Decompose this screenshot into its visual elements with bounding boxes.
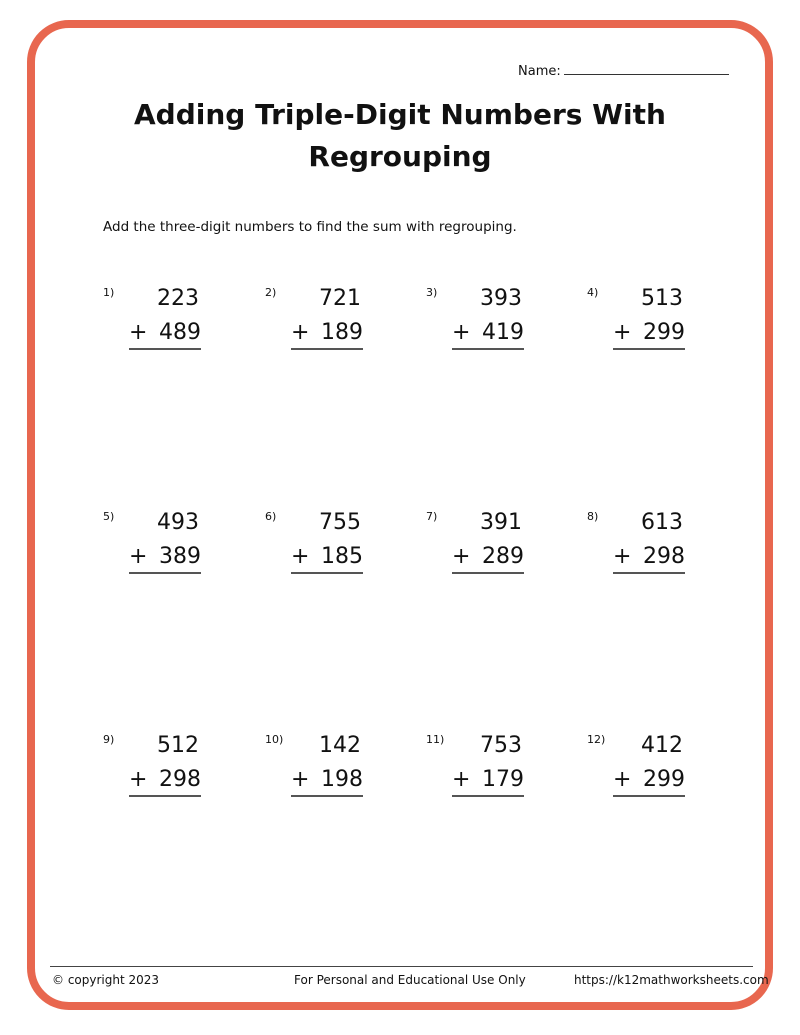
addend-bottom-row: +298 (613, 544, 685, 574)
problem-number: 7) (426, 510, 438, 523)
plus-sign: + (129, 767, 148, 792)
problem-number: 9) (103, 733, 115, 746)
addend-bottom: 298 (643, 544, 685, 569)
addend-bottom: 198 (321, 767, 363, 792)
problem-number: 3) (426, 286, 438, 299)
plus-sign: + (129, 544, 148, 569)
addend-bottom-row: +299 (613, 320, 685, 350)
addend-bottom-row: +299 (613, 767, 685, 797)
problem-number: 8) (587, 510, 599, 523)
addend-top: 513 (641, 286, 683, 311)
problem: 3) 393 +419 (426, 286, 546, 366)
addend-bottom: 489 (159, 320, 201, 345)
addend-top: 721 (319, 286, 361, 311)
problem-number: 2) (265, 286, 277, 299)
addend-bottom: 289 (482, 544, 524, 569)
addend-top: 142 (319, 733, 361, 758)
problem: 1) 223 +489 (103, 286, 223, 366)
plus-sign: + (452, 320, 471, 345)
addend-bottom-row: +489 (129, 320, 201, 350)
addend-bottom: 179 (482, 767, 524, 792)
addend-bottom-row: +198 (291, 767, 363, 797)
page-border (27, 20, 773, 1010)
page-title: Adding Triple-Digit Numbers With Regroup… (134, 98, 666, 173)
addend-bottom: 298 (159, 767, 201, 792)
plus-sign: + (291, 767, 310, 792)
addend-bottom: 189 (321, 320, 363, 345)
problem-number: 4) (587, 286, 599, 299)
addend-bottom-row: +298 (129, 767, 201, 797)
problem-number: 12) (587, 733, 606, 746)
problem-number: 5) (103, 510, 115, 523)
addend-top: 613 (641, 510, 683, 535)
problem-number: 10) (265, 733, 284, 746)
problem-number: 11) (426, 733, 445, 746)
problem: 10) 142 +198 (265, 733, 385, 813)
addend-bottom-row: +419 (452, 320, 524, 350)
problem-number: 6) (265, 510, 277, 523)
problem: 8) 613 +298 (587, 510, 707, 590)
usage-notice: For Personal and Educational Use Only (294, 973, 526, 987)
addend-top: 493 (157, 510, 199, 535)
name-line[interactable] (563, 62, 729, 75)
addend-top: 391 (480, 510, 522, 535)
plus-sign: + (613, 767, 632, 792)
addend-bottom: 389 (159, 544, 201, 569)
plus-sign: + (291, 320, 310, 345)
plus-sign: + (452, 544, 471, 569)
addend-top: 755 (319, 510, 361, 535)
addend-top: 512 (157, 733, 199, 758)
addend-top: 223 (157, 286, 199, 311)
plus-sign: + (613, 544, 632, 569)
website-url: https://k12mathworksheets.com (574, 973, 769, 987)
problem: 5) 493 +389 (103, 510, 223, 590)
problem: 7) 391 +289 (426, 510, 546, 590)
plus-sign: + (129, 320, 148, 345)
plus-sign: + (452, 767, 471, 792)
addend-top: 412 (641, 733, 683, 758)
addend-bottom-row: +185 (291, 544, 363, 574)
addend-bottom-row: +289 (452, 544, 524, 574)
addend-bottom: 419 (482, 320, 524, 345)
problem: 11) 753 +179 (426, 733, 546, 813)
problem: 9) 512 +298 (103, 733, 223, 813)
addend-bottom-row: +389 (129, 544, 201, 574)
name-label: Name: (518, 64, 561, 79)
copyright: © copyright 2023 (52, 973, 160, 987)
instructions: Add the three-digit numbers to find the … (103, 219, 517, 235)
problem: 12) 412 +299 (587, 733, 707, 813)
problem: 2) 721 +189 (265, 286, 385, 366)
addend-top: 393 (480, 286, 522, 311)
plus-sign: + (291, 544, 310, 569)
addend-bottom-row: +189 (291, 320, 363, 350)
problem-number: 1) (103, 286, 115, 299)
addend-bottom: 185 (321, 544, 363, 569)
plus-sign: + (613, 320, 632, 345)
name-field[interactable]: Name: (518, 62, 729, 79)
addend-top: 753 (480, 733, 522, 758)
problem: 6) 755 +185 (265, 510, 385, 590)
addend-bottom-row: +179 (452, 767, 524, 797)
footer-divider (50, 966, 753, 967)
addend-bottom: 299 (643, 320, 685, 345)
addend-bottom: 299 (643, 767, 685, 792)
problem: 4) 513 +299 (587, 286, 707, 366)
